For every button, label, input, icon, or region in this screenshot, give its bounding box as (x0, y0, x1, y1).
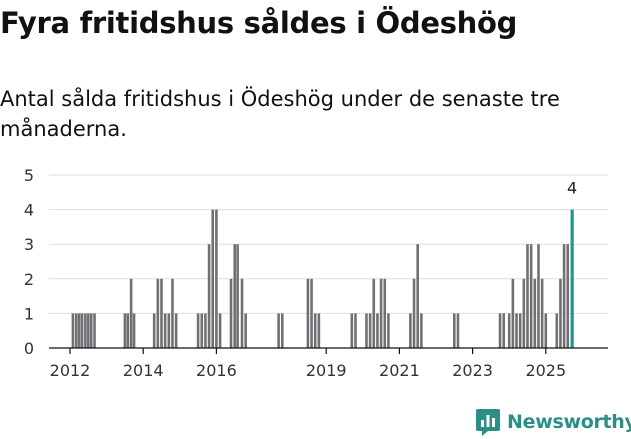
bar (529, 244, 533, 348)
x-tick-label: 2019 (306, 361, 347, 380)
bar (559, 278, 562, 348)
bar (129, 278, 133, 348)
bar (277, 313, 280, 348)
page-subtitle: Antal sålda fritidshus i Ödeshög under d… (0, 87, 560, 141)
bar (93, 313, 96, 348)
bar (77, 313, 81, 348)
bar (555, 313, 559, 348)
newsworthy-logo-icon (476, 409, 500, 436)
bar (207, 244, 211, 348)
bar (350, 313, 354, 348)
bar (156, 278, 160, 348)
bar (152, 313, 156, 348)
bar (132, 313, 136, 348)
bar (526, 244, 529, 348)
y-tick-label: 0 (24, 339, 34, 358)
bar (215, 209, 218, 348)
bar (306, 278, 310, 348)
bar-highlight (570, 209, 574, 348)
bar (507, 313, 511, 348)
bar (74, 313, 78, 348)
bar (518, 313, 522, 348)
y-tick-label: 4 (24, 201, 34, 220)
bar (365, 313, 368, 348)
bar (196, 313, 200, 348)
bar (416, 244, 419, 348)
highlight-value-label: 4 (567, 179, 577, 198)
bar (163, 313, 167, 348)
bar (200, 313, 204, 348)
x-tick-label: 2016 (196, 361, 237, 380)
bar (533, 278, 537, 348)
bar (211, 209, 215, 348)
bar (240, 278, 244, 348)
bar (368, 313, 372, 348)
bar (453, 313, 456, 348)
bar (537, 244, 540, 348)
bar (409, 313, 412, 348)
bar (89, 313, 93, 348)
x-tick-label: 2025 (525, 361, 566, 380)
bar (174, 313, 178, 348)
bar (354, 313, 357, 348)
bar (204, 313, 207, 348)
bar (562, 244, 566, 348)
bar (310, 278, 313, 348)
page-title: Fyra fritidshus såldes i Ödeshög (0, 6, 518, 40)
bar (126, 313, 130, 348)
bar (236, 244, 239, 348)
bar (171, 278, 174, 348)
bar (544, 313, 548, 348)
bar (420, 313, 423, 348)
bar (229, 278, 233, 348)
bar (317, 313, 321, 348)
bar (412, 278, 416, 348)
x-tick-label: 2014 (123, 361, 164, 380)
bar (456, 313, 460, 348)
bar (233, 244, 236, 348)
bar (313, 313, 317, 348)
x-tick-label: 2012 (50, 361, 91, 380)
bar (84, 313, 87, 348)
bar (522, 278, 526, 348)
bar (280, 313, 284, 348)
bar-chart: 0 1 2 3 4 5 2012 2014 2016 2019 2021 2023 2025 4 (24, 166, 608, 380)
bar (498, 313, 502, 348)
bar (167, 313, 171, 348)
bar (387, 313, 390, 348)
bar (87, 313, 90, 348)
bar (160, 278, 163, 348)
y-tick-label: 2 (24, 270, 34, 289)
bar (515, 313, 518, 348)
bar (218, 313, 222, 348)
bar (244, 313, 247, 348)
bar (383, 278, 387, 348)
y-tick-label: 5 (24, 166, 34, 185)
bar (123, 313, 127, 348)
bar (71, 313, 75, 348)
bar (502, 313, 506, 348)
y-tick-label: 3 (24, 235, 34, 254)
bar (372, 278, 376, 348)
x-tick-label: 2023 (452, 361, 493, 380)
brand-logo: Newsworthy (475, 406, 631, 438)
bar (540, 278, 544, 348)
bar (566, 244, 570, 348)
brand-name: Newsworthy (507, 411, 631, 433)
bar (379, 278, 383, 348)
bar (80, 313, 84, 348)
bar (511, 278, 515, 348)
y-tick-label: 1 (24, 304, 34, 323)
bar (376, 313, 379, 348)
x-tick-label: 2021 (379, 361, 420, 380)
